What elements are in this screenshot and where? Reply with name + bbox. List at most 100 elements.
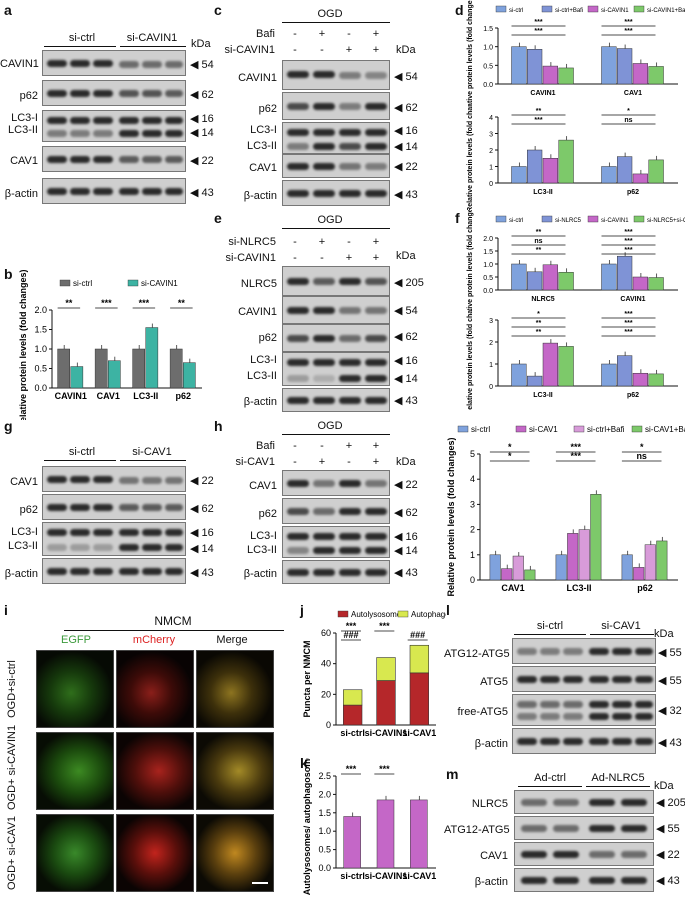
sig-label: * [508, 442, 512, 452]
condition-sign: + [345, 44, 353, 56]
sig-label: *** [346, 764, 357, 774]
bar [489, 554, 501, 581]
group-line [64, 630, 284, 631]
micro-image [36, 650, 114, 728]
chart-f1: 0.0 0.5 1.0 1.5 2.0 Relative protein levels (… [467, 210, 685, 310]
group-label: si-ctrl [536, 620, 564, 632]
x-tick-label: si-ctrl [340, 871, 365, 881]
x-tick-label: CAVIN1 [620, 296, 645, 303]
sig-label: *** [624, 238, 632, 245]
x-tick-label: p62 [627, 392, 639, 399]
row-label: LC3-I [250, 530, 277, 542]
legend-swatch [631, 425, 643, 433]
group-label: Ad-ctrl [534, 772, 566, 784]
y-tick-label: 20 [321, 689, 331, 699]
condition-sign: + [318, 236, 326, 248]
legend-swatch [541, 215, 553, 223]
condition-sign: - [320, 252, 324, 264]
y-tick-label: 0.0 [318, 863, 331, 873]
row-label: OGD+ si-CAV1 [6, 815, 18, 891]
row-label: p62 [258, 508, 277, 520]
bar [567, 533, 579, 581]
y-tick-label: 1.0 [318, 826, 331, 836]
y-tick-label: 0.5 [34, 364, 47, 374]
mw-marker: ◀ 43 [394, 395, 418, 407]
y-tick-label: 60 [321, 628, 331, 638]
sig-label: ** [536, 329, 542, 336]
panel-label-g: g [4, 418, 13, 434]
row-label: p62 [19, 90, 38, 102]
blot-strip [512, 666, 656, 692]
sig-label: ** [178, 298, 186, 308]
bar [527, 149, 543, 184]
row-label: CAV1 [10, 155, 38, 167]
row-label: Bafi [256, 440, 275, 452]
bar [632, 372, 648, 387]
bar [343, 689, 363, 706]
bar [410, 799, 428, 869]
panel-label-a: a [4, 2, 12, 18]
y-axis-label: Puncta per NMCM [302, 640, 312, 717]
blot-strip [282, 92, 390, 120]
y-tick-label: 2.0 [483, 236, 493, 243]
legend-label: si-CAV1 [529, 425, 558, 434]
legend-swatch [573, 425, 585, 433]
condition-sign: - [347, 236, 351, 248]
y-tick-label: 0 [326, 720, 331, 730]
mw-marker: ◀ 16 [190, 527, 214, 539]
sig-label: *** [139, 298, 150, 308]
row-label: NLRC5 [471, 798, 508, 810]
bar [601, 166, 617, 184]
bar [511, 46, 527, 85]
legend-label: Autolysosomes [351, 610, 405, 619]
condition-sign: - [320, 440, 324, 452]
mw-marker: ◀ 22 [394, 161, 418, 173]
bar [648, 277, 664, 291]
panel-label-f: f [455, 210, 460, 226]
bar [558, 67, 574, 85]
legend-label: si-CAV1+Bafi [645, 425, 685, 434]
y-tick-label: 2.0 [34, 305, 47, 315]
row-label: CAV1 [10, 476, 38, 488]
sig-label: *** [624, 229, 632, 236]
legend-swatch [337, 610, 349, 618]
mw-marker: ◀ 22 [394, 479, 418, 491]
row-label: si-CAV1 [235, 456, 275, 468]
chart-f2: 0 1 2 3 Relative protein levels (fold change… [467, 310, 678, 410]
sig-label: *** [534, 28, 542, 35]
row-label: CAVIN1 [238, 306, 277, 318]
row-label: OGD+si-ctrl [6, 660, 18, 718]
mw-marker: ◀ 205 [394, 277, 424, 289]
y-axis-label: Autolysosomes/ autophagosomes [302, 758, 312, 895]
blot-strip [282, 60, 390, 90]
legend-swatch [587, 215, 599, 223]
row-label: LC3-II [8, 124, 38, 136]
mw-marker: ◀ 54 [394, 305, 418, 317]
legend-label: si-CAVIN1 [601, 8, 629, 14]
bar [343, 704, 363, 726]
condition-sign: - [293, 28, 297, 40]
blot-strip [514, 816, 654, 840]
row-label: p62 [258, 332, 277, 344]
col-label-egfp: EGFP [61, 634, 91, 646]
condition-sign: + [372, 252, 380, 264]
bar [512, 555, 524, 581]
blot-strip [282, 154, 390, 178]
row-label: si-NLRC5 [228, 236, 276, 248]
micro-image [36, 814, 114, 892]
sig-label: *** [101, 298, 112, 308]
row-label: p62 [258, 103, 277, 115]
mw-marker: ◀ 62 [394, 507, 418, 519]
blot-strip [42, 178, 186, 204]
sig-label: *** [570, 451, 581, 461]
bar [376, 799, 395, 869]
sig-label: ** [536, 229, 542, 236]
legend-label: si-CAVIN1 [601, 218, 629, 224]
mw-marker: ◀ 16 [190, 113, 214, 125]
y-tick-label: 3 [489, 132, 493, 139]
sig-label: ** [536, 247, 542, 254]
blot-strip [42, 80, 186, 106]
bar [542, 65, 558, 85]
mw-marker: ◀ 43 [656, 875, 680, 887]
bar [601, 363, 617, 387]
